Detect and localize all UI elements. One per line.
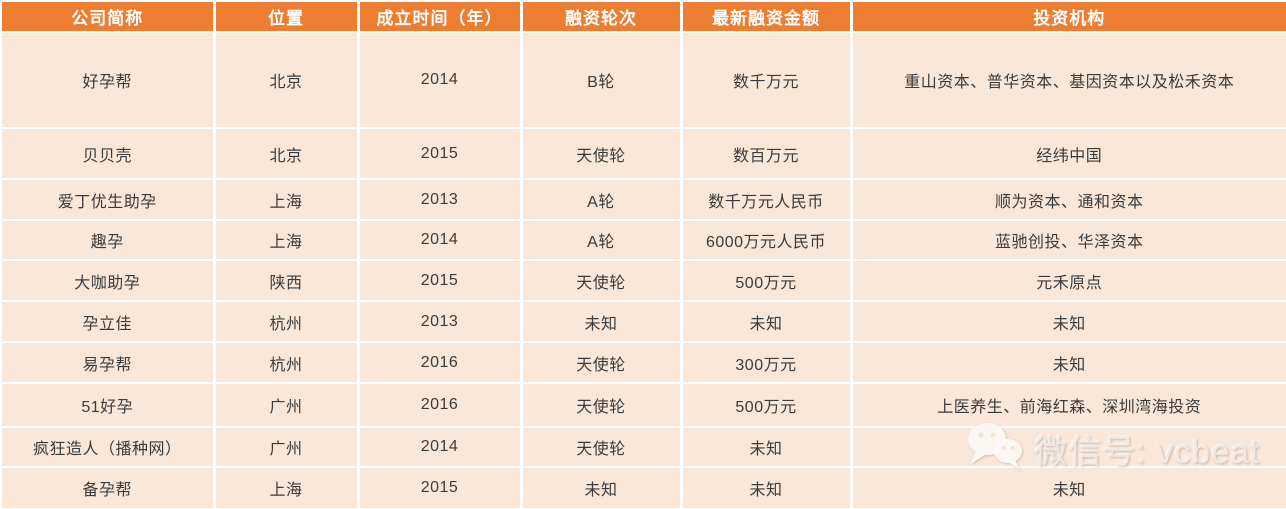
column-header-3: 融资轮次 <box>519 0 682 33</box>
table-cell: 未知 <box>679 300 852 343</box>
table-cell: 未知 <box>519 466 682 508</box>
table-row: 孕立佳 杭州 2013 未知 未知 未知 <box>0 300 1286 343</box>
table-cell: 上海 <box>212 219 359 261</box>
table-row: 备孕帮 上海 2015 未知 未知 未知 <box>0 466 1286 508</box>
table-cell: 趣孕 <box>0 219 215 261</box>
table-cell: 2015 <box>356 259 522 302</box>
table-cell: 2014 <box>356 31 522 129</box>
table-row: 贝贝壳 北京 2015 天使轮 数百万元 经纬中国 <box>0 127 1286 180</box>
table-row: 51好孕 广州 2016 天使轮 500万元 上医养生、前海红森、深圳湾海投资 <box>0 382 1286 428</box>
table-row: 好孕帮 北京 2014 B轮 数千万元 重山资本、普华资本、基因资本以及松禾资本 <box>0 31 1286 129</box>
table-row: 易孕帮 杭州 2016 天使轮 300万元 未知 <box>0 341 1286 384</box>
table-cell: 重山资本、普华资本、基因资本以及松禾资本 <box>849 31 1286 129</box>
table-cell: 500万元 <box>679 382 852 428</box>
table-cell: 2013 <box>356 178 522 221</box>
header-row: 公司简称 位置 成立时间（年） 融资轮次 最新融资金额 投资机构 <box>0 0 1286 33</box>
table-cell: 51好孕 <box>0 382 215 428</box>
table-cell: 天使轮 <box>519 426 682 468</box>
table-cell: 杭州 <box>212 341 359 384</box>
table-cell: 备孕帮 <box>0 466 215 508</box>
table-cell: 元禾原点 <box>849 259 1286 302</box>
table-cell: 2016 <box>356 382 522 428</box>
table-row: 疯狂造人（播种网） 广州 2014 天使轮 未知 <box>0 426 1286 468</box>
table-cell: 天使轮 <box>519 127 682 180</box>
table-cell: 上海 <box>212 178 359 221</box>
table-header: 公司简称 位置 成立时间（年） 融资轮次 最新融资金额 投资机构 <box>0 0 1286 33</box>
table-cell: 2016 <box>356 341 522 384</box>
table-cell: 广州 <box>212 382 359 428</box>
table-cell: 爱丁优生助孕 <box>0 178 215 221</box>
table-cell: 上海 <box>212 466 359 508</box>
table-cell: 上医养生、前海红森、深圳湾海投资 <box>849 382 1286 428</box>
table-cell: 6000万元人民币 <box>679 219 852 261</box>
table-cell: 未知 <box>679 466 852 508</box>
table-cell: 蓝驰创投、华泽资本 <box>849 219 1286 261</box>
table-cell <box>849 426 1286 468</box>
table-cell: 易孕帮 <box>0 341 215 384</box>
table-cell: 天使轮 <box>519 259 682 302</box>
table-cell: 贝贝壳 <box>0 127 215 180</box>
table-cell: 广州 <box>212 426 359 468</box>
table-cell: 杭州 <box>212 300 359 343</box>
table-row: 爱丁优生助孕 上海 2013 A轮 数千万元人民币 顺为资本、通和资本 <box>0 178 1286 221</box>
table-cell: 500万元 <box>679 259 852 302</box>
column-header-2: 成立时间（年） <box>356 0 522 33</box>
table-cell: 未知 <box>849 466 1286 508</box>
table-cell: 未知 <box>519 300 682 343</box>
table-cell: 2014 <box>356 426 522 468</box>
table-cell: 数百万元 <box>679 127 852 180</box>
table-cell: A轮 <box>519 178 682 221</box>
table-cell: 孕立佳 <box>0 300 215 343</box>
table-cell: A轮 <box>519 219 682 261</box>
table-cell: 顺为资本、通和资本 <box>849 178 1286 221</box>
table-row: 趣孕 上海 2014 A轮 6000万元人民币 蓝驰创投、华泽资本 <box>0 219 1286 261</box>
table-cell: 300万元 <box>679 341 852 384</box>
table-cell: 2014 <box>356 219 522 261</box>
table-cell: 2015 <box>356 127 522 180</box>
table-cell: 疯狂造人（播种网） <box>0 426 215 468</box>
table-cell: 大咖助孕 <box>0 259 215 302</box>
table-cell: 2015 <box>356 466 522 508</box>
table-cell: B轮 <box>519 31 682 129</box>
table-cell: 天使轮 <box>519 382 682 428</box>
table-body: 好孕帮 北京 2014 B轮 数千万元 重山资本、普华资本、基因资本以及松禾资本 贝贝壳 北京… <box>0 31 1286 508</box>
table-cell: 经纬中国 <box>849 127 1286 180</box>
column-header-0: 公司简称 <box>0 0 215 33</box>
column-header-1: 位置 <box>212 0 359 33</box>
table-cell: 未知 <box>849 300 1286 343</box>
table-cell: 未知 <box>849 341 1286 384</box>
column-header-5: 投资机构 <box>849 0 1286 33</box>
table-cell: 数千万元 <box>679 31 852 129</box>
table-cell: 好孕帮 <box>0 31 215 129</box>
table-cell: 数千万元人民币 <box>679 178 852 221</box>
table-cell: 2013 <box>356 300 522 343</box>
table-cell: 陕西 <box>212 259 359 302</box>
table-cell: 未知 <box>679 426 852 468</box>
table-row: 大咖助孕 陕西 2015 天使轮 500万元 元禾原点 <box>0 259 1286 302</box>
table-cell: 北京 <box>212 127 359 180</box>
column-header-4: 最新融资金额 <box>679 0 852 33</box>
table-cell: 天使轮 <box>519 341 682 384</box>
table-cell: 北京 <box>212 31 359 129</box>
